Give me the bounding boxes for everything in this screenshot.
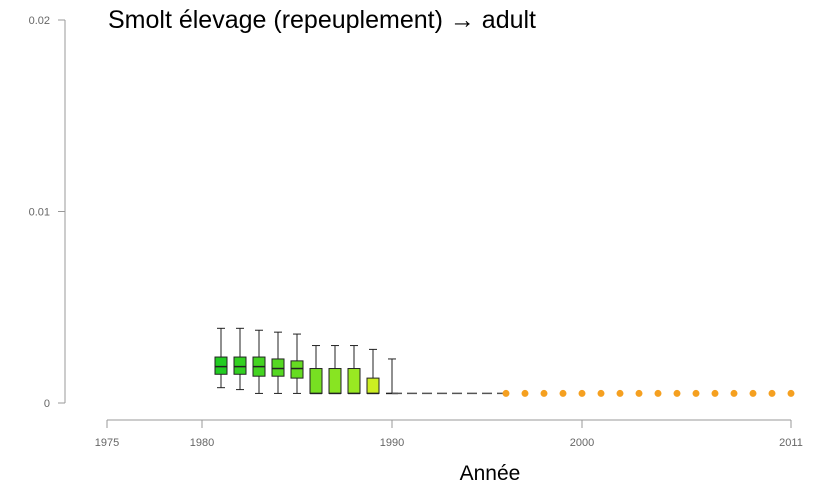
box [214, 356, 228, 375]
x-tick-label: 2000 [570, 437, 594, 449]
y-tick-label: 0 [44, 398, 50, 410]
box [309, 368, 323, 394]
point [749, 389, 757, 397]
point [692, 389, 700, 397]
point [502, 389, 510, 397]
point [768, 389, 776, 397]
point [578, 389, 586, 397]
point [787, 389, 795, 397]
box [271, 358, 285, 377]
point [616, 389, 624, 397]
box [366, 377, 380, 394]
x-tick-label: 2011 [779, 437, 803, 449]
box [290, 360, 304, 379]
point [559, 389, 567, 397]
x-tick-label: 1975 [95, 437, 119, 449]
box [328, 368, 342, 394]
point [654, 389, 662, 397]
y-tick-label: 0.02 [29, 15, 50, 27]
x-tick-label: 1990 [380, 437, 404, 449]
point [597, 389, 605, 397]
x-tick-label: 1980 [190, 437, 214, 449]
point [673, 389, 681, 397]
y-tick-label: 0.01 [29, 207, 50, 219]
x-axis-label: Année [460, 462, 521, 485]
point [635, 389, 643, 397]
point [521, 389, 529, 397]
point [540, 389, 548, 397]
chart-title: Smolt élevage (repeuplement) → adult [108, 6, 536, 34]
point [711, 389, 719, 397]
box [233, 356, 247, 375]
box [347, 368, 361, 394]
point [730, 389, 738, 397]
